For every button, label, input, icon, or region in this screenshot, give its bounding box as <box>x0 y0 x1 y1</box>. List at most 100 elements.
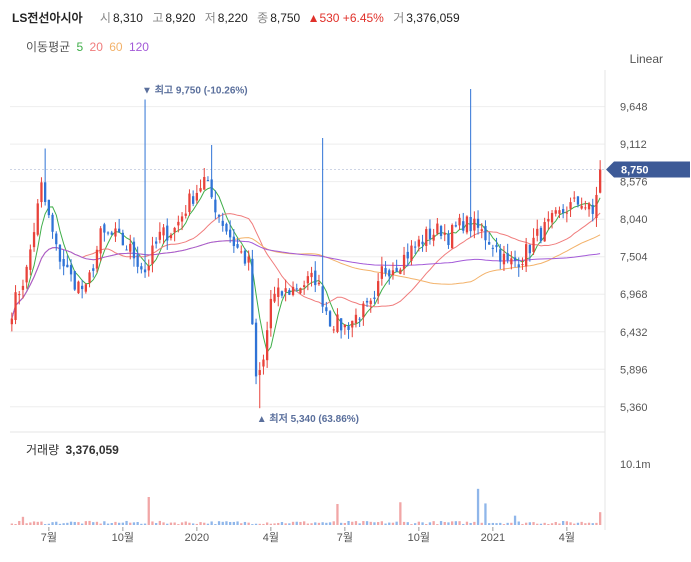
candle <box>221 212 224 232</box>
candle <box>425 226 428 252</box>
candle <box>358 317 361 327</box>
ma20-line <box>11 212 601 319</box>
volume-bar <box>199 522 202 525</box>
candle-body <box>291 286 295 296</box>
candle <box>317 274 321 286</box>
volume-bar <box>169 522 173 525</box>
volume-bar <box>469 522 472 525</box>
candle-body <box>214 199 217 213</box>
volume-bar <box>399 502 402 525</box>
candle <box>188 189 191 216</box>
candle-body <box>32 232 36 248</box>
candle-body <box>451 224 454 249</box>
candle <box>229 220 232 243</box>
volume-bar <box>447 522 450 525</box>
volume-bar <box>114 521 117 525</box>
candle-body <box>295 288 298 290</box>
candle-body <box>269 298 272 329</box>
candle <box>280 290 284 299</box>
candle <box>384 261 387 277</box>
candle <box>569 197 572 218</box>
time-tick-label: 4월 <box>263 531 279 544</box>
candle <box>354 308 358 328</box>
candle <box>125 245 128 251</box>
volume-bar <box>136 522 139 525</box>
candle-body <box>499 249 502 262</box>
candle <box>240 245 243 254</box>
volume-bar <box>391 522 395 525</box>
candle <box>236 238 239 249</box>
candle <box>580 197 583 210</box>
candle <box>173 226 176 242</box>
candle <box>58 244 62 270</box>
volume-bar <box>158 520 161 525</box>
candle <box>591 198 594 222</box>
last-price-label: 8,750 <box>621 165 649 177</box>
candle-body <box>40 182 43 203</box>
volume-bar <box>417 521 420 525</box>
candle-body <box>166 225 169 241</box>
candle-body <box>129 243 132 252</box>
last-price-tag <box>606 161 690 178</box>
candle <box>295 283 298 292</box>
volume-bar <box>506 522 509 525</box>
volume-bar <box>595 522 598 525</box>
candle-body <box>121 232 124 246</box>
volume-bar <box>473 521 476 525</box>
volume-bar <box>236 521 239 525</box>
volume-bar <box>155 523 158 525</box>
volume-bar <box>203 522 206 525</box>
low-label: 저 <box>204 11 216 25</box>
open-label: 시 <box>99 11 111 25</box>
candle <box>169 232 173 241</box>
candle <box>166 218 169 250</box>
volume-bar <box>328 522 332 525</box>
volume-panel-value: 3,376,059 <box>65 443 119 457</box>
candle-body <box>55 233 58 245</box>
candle-body <box>232 236 235 247</box>
candle-body <box>506 253 509 261</box>
candle-body <box>388 270 391 277</box>
volume-bar <box>428 522 432 525</box>
volume-bar <box>532 522 535 525</box>
volume-bar <box>584 523 587 525</box>
candle <box>480 223 483 239</box>
candle <box>299 287 302 295</box>
candle-body <box>584 207 587 209</box>
candle <box>391 262 395 280</box>
candle <box>114 222 117 242</box>
candle <box>443 224 446 242</box>
price-tick-label: 9,648 <box>620 102 648 114</box>
ma120-line <box>11 240 601 319</box>
volume-bar <box>406 522 409 525</box>
candle-body <box>591 204 594 214</box>
candle <box>158 222 161 244</box>
candle-body <box>465 216 469 233</box>
volume-bar <box>528 522 531 525</box>
candle-body <box>206 180 210 182</box>
candle-body <box>332 329 335 331</box>
candle <box>210 145 213 199</box>
volume-bar <box>66 522 69 525</box>
candle-body <box>517 264 520 268</box>
candle-body <box>428 228 432 240</box>
candle-body <box>595 194 598 219</box>
candle <box>377 273 380 304</box>
candle-body <box>18 294 21 296</box>
candle-body <box>36 203 39 235</box>
scale-mode-button[interactable]: Linear <box>629 52 663 66</box>
candle <box>29 244 32 276</box>
candle-body <box>158 231 161 240</box>
volume-bar <box>550 523 554 525</box>
candle <box>314 261 317 293</box>
candle <box>143 99 147 278</box>
candle-body <box>84 284 87 292</box>
candle-body <box>180 216 184 222</box>
candle <box>491 244 494 257</box>
volume-bar <box>521 523 524 525</box>
volume-panel-label: 거래량 <box>26 443 60 457</box>
time-tick-label: 2021 <box>481 532 505 544</box>
moving-average-legend[interactable]: 이동평균 5 20 60 120 <box>26 38 149 55</box>
candle-body <box>539 227 543 241</box>
